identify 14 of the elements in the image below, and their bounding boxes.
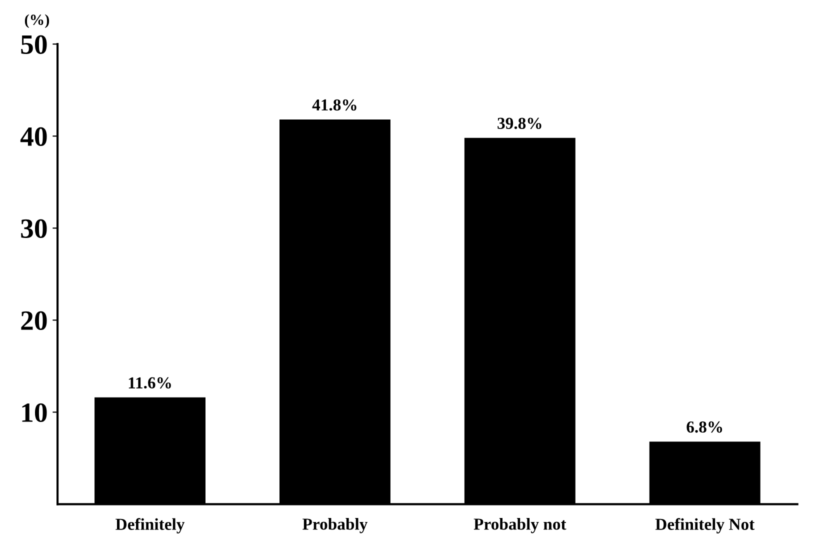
y-tick-label: 20 [21,311,47,330]
data-label: 41.8% [312,99,356,111]
x-tick-label: Probably [302,518,368,534]
y-tick-label: 50 [21,35,47,54]
x-tick-label: Definitely Not [655,518,755,534]
y-tick-label: 40 [20,127,47,146]
data-label: 39.8% [498,118,542,130]
data-label: 11.6% [128,377,171,389]
x-tick-label: Definitely [116,518,185,534]
y-tick-label: 10 [22,403,47,422]
data-label: 6.8% [686,421,722,433]
x-tick-label: Probably not [474,518,566,534]
y-axis-title: (%) [24,14,50,28]
y-tick-label: 30 [21,219,47,238]
